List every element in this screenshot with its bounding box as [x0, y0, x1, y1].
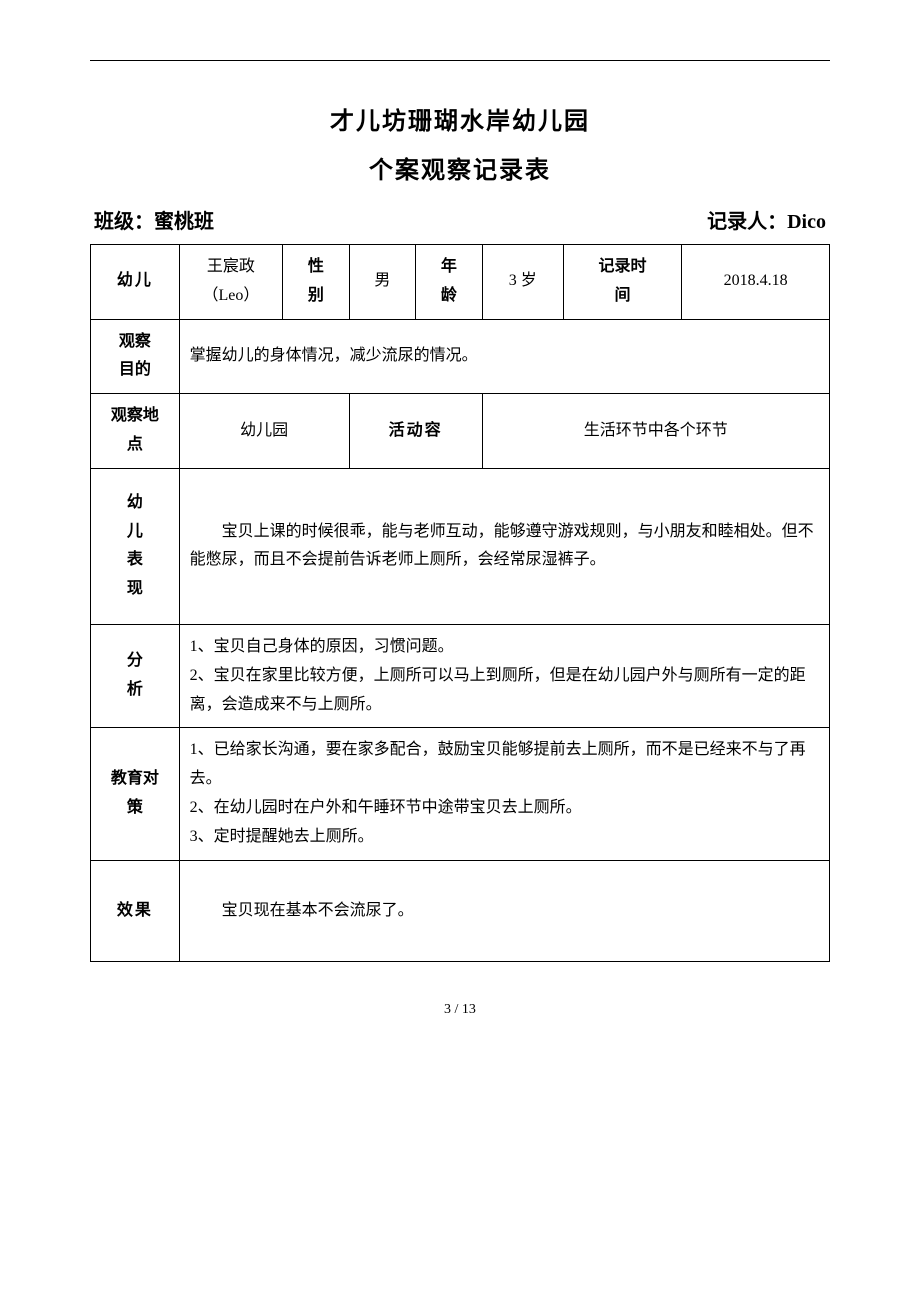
- recorder-value: Dico: [787, 211, 826, 233]
- behavior-label-2: 儿: [101, 518, 169, 547]
- gender-label: 性 别: [283, 245, 350, 320]
- row-analysis: 分 析 1、宝贝自己身体的原因，习惯问题。 2、宝贝在家里比较方便，上厕所可以马…: [91, 624, 830, 727]
- row-purpose: 观察 目的 掌握幼儿的身体情况，减少流尿的情况。: [91, 319, 830, 394]
- gender-label-1: 性: [293, 253, 339, 282]
- analysis-label-1: 分: [101, 647, 169, 676]
- behavior-p1: 宝贝上课的时候很乖，能与老师互动，能够遵守游戏规则，与小朋友和睦相处。但不能憋尿…: [190, 518, 819, 576]
- purpose-content: 掌握幼儿的身体情况，减少流尿的情况。: [179, 319, 829, 394]
- gender-label-2: 别: [293, 282, 339, 311]
- age-value: 3 岁: [482, 245, 563, 320]
- analysis-label-2: 析: [101, 676, 169, 705]
- age-label-1: 年: [426, 253, 472, 282]
- class-label: 班级：: [94, 211, 154, 233]
- recorder-label: 记录人：: [707, 211, 787, 233]
- location-value: 幼儿园: [179, 394, 349, 469]
- analysis-line2: 2、宝贝在家里比较方便，上厕所可以马上到厕所，但是在幼儿园户外与厕所有一定的距离…: [190, 662, 819, 720]
- result-text: 宝贝现在基本不会流尿了。: [190, 897, 819, 926]
- record-time-label-1: 记录时: [574, 253, 671, 282]
- location-label-1: 观察地: [101, 402, 169, 431]
- result-label: 效果: [91, 860, 180, 962]
- record-time-label-2: 间: [574, 282, 671, 311]
- behavior-label-1: 幼: [101, 489, 169, 518]
- record-time-value: 2018.4.18: [682, 245, 830, 320]
- child-name-line2: （Leo）: [190, 282, 272, 311]
- page-number: 3 / 13: [90, 1002, 830, 1018]
- row-behavior: 幼 儿 表 现 宝贝上课的时候很乖，能与老师互动，能够遵守游戏规则，与小朋友和睦…: [91, 468, 830, 624]
- strategy-line1: 1、已给家长沟通，要在家多配合，鼓励宝贝能够提前去上厕所，而不是已经来不与了再去…: [190, 736, 819, 794]
- class-value: 蜜桃班: [154, 211, 214, 233]
- top-rule: [90, 60, 830, 61]
- behavior-content: 宝贝上课的时候很乖，能与老师互动，能够遵守游戏规则，与小朋友和睦相处。但不能憋尿…: [179, 468, 829, 624]
- row-basic-info: 幼儿 王宸政 （Leo） 性 别 男 年 龄 3 岁 记录时 间 2018.4.…: [91, 245, 830, 320]
- analysis-content: 1、宝贝自己身体的原因，习惯问题。 2、宝贝在家里比较方便，上厕所可以马上到厕所…: [179, 624, 829, 727]
- analysis-label: 分 析: [91, 624, 180, 727]
- activity-value: 生活环节中各个环节: [482, 394, 829, 469]
- location-label: 观察地 点: [91, 394, 180, 469]
- header-line: 班级：蜜桃班 记录人：Dico: [90, 205, 830, 234]
- strategy-label-1: 教育对: [101, 765, 169, 794]
- strategy-line3: 3、定时提醒她去上厕所。: [190, 823, 819, 852]
- child-label: 幼儿: [91, 245, 180, 320]
- child-name: 王宸政 （Leo）: [179, 245, 282, 320]
- location-label-2: 点: [101, 431, 169, 460]
- child-name-line1: 王宸政: [190, 253, 272, 282]
- observation-table: 幼儿 王宸政 （Leo） 性 别 男 年 龄 3 岁 记录时 间 2018.4.…: [90, 244, 830, 962]
- purpose-label-2: 目的: [101, 356, 169, 385]
- analysis-line1: 1、宝贝自己身体的原因，习惯问题。: [190, 633, 819, 662]
- age-label: 年 龄: [416, 245, 483, 320]
- row-result: 效果 宝贝现在基本不会流尿了。: [91, 860, 830, 962]
- row-location: 观察地 点 幼儿园 活动容 生活环节中各个环节: [91, 394, 830, 469]
- gender-value: 男: [349, 245, 416, 320]
- behavior-label-3: 表: [101, 546, 169, 575]
- class-field: 班级：蜜桃班: [94, 205, 214, 234]
- behavior-label: 幼 儿 表 现: [91, 468, 180, 624]
- strategy-line2: 2、在幼儿园时在户外和午睡环节中途带宝贝去上厕所。: [190, 794, 819, 823]
- recorder-field: 记录人：Dico: [707, 205, 826, 234]
- behavior-label-4: 现: [101, 575, 169, 604]
- title-main: 才儿坊珊瑚水岸幼儿园: [90, 101, 830, 136]
- row-strategy: 教育对 策 1、已给家长沟通，要在家多配合，鼓励宝贝能够提前去上厕所，而不是已经…: [91, 728, 830, 860]
- title-sub: 个案观察记录表: [90, 150, 830, 185]
- strategy-label: 教育对 策: [91, 728, 180, 860]
- age-label-2: 龄: [426, 282, 472, 311]
- strategy-label-2: 策: [101, 794, 169, 823]
- strategy-content: 1、已给家长沟通，要在家多配合，鼓励宝贝能够提前去上厕所，而不是已经来不与了再去…: [179, 728, 829, 860]
- document-page: 才儿坊珊瑚水岸幼儿园 个案观察记录表 班级：蜜桃班 记录人：Dico 幼儿 王宸…: [0, 0, 920, 1058]
- record-time-label: 记录时 间: [563, 245, 681, 320]
- result-content: 宝贝现在基本不会流尿了。: [179, 860, 829, 962]
- purpose-label: 观察 目的: [91, 319, 180, 394]
- purpose-label-1: 观察: [101, 328, 169, 357]
- activity-label: 活动容: [349, 394, 482, 469]
